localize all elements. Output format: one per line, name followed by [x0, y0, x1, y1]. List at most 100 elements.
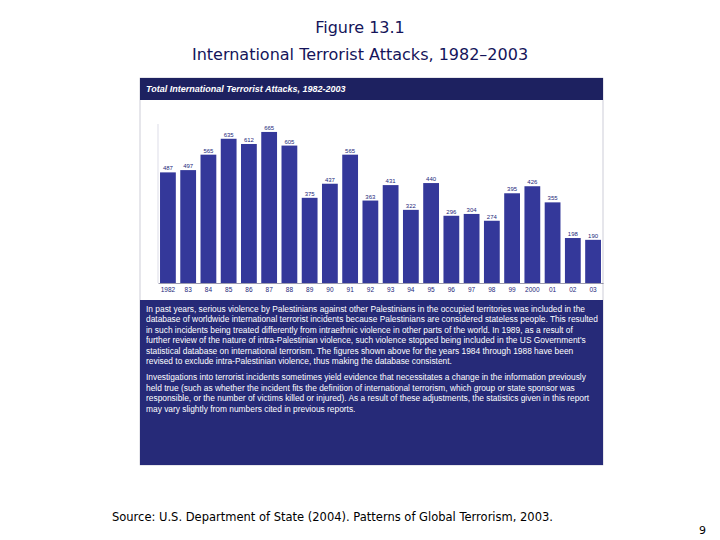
- x-tick-label: 95: [427, 286, 435, 293]
- chart-title: Total International Terrorist Attacks, 1…: [146, 84, 346, 94]
- x-tick-label: 89: [306, 286, 314, 293]
- data-label: 355: [548, 195, 559, 201]
- x-tick: 03: [589, 283, 597, 293]
- x-axis: 1982 83 84 85 86 87 88 89 90 91 92 93 94 95 96 97 98 99 20…: [159, 283, 604, 293]
- x-tick: 83: [185, 283, 193, 293]
- data-label: 375: [305, 191, 316, 197]
- x-tick: 88: [286, 283, 294, 293]
- x-tick: 96: [448, 283, 456, 293]
- x-tick-label: 99: [508, 286, 516, 293]
- bar: [302, 198, 318, 283]
- x-tick-label: 01: [549, 286, 557, 293]
- x-tick: 94: [407, 283, 415, 293]
- x-tick-label: 91: [347, 286, 355, 293]
- data-label: 665: [264, 125, 275, 131]
- x-tick: 86: [245, 283, 253, 293]
- bar: [261, 132, 277, 283]
- bar: [545, 202, 561, 283]
- x-tick-label: 83: [185, 286, 193, 293]
- x-tick: 97: [468, 283, 476, 293]
- data-label: 565: [203, 148, 214, 154]
- header-band: [140, 78, 603, 100]
- data-label: 363: [365, 194, 376, 200]
- bar: [241, 144, 257, 283]
- bar: [322, 184, 338, 283]
- bar: [362, 201, 378, 283]
- x-tick-label: 02: [569, 286, 577, 293]
- panel-background: [140, 78, 603, 465]
- x-tick: 93: [387, 283, 395, 293]
- bar: [504, 193, 520, 283]
- value-range-line: [158, 124, 159, 283]
- x-tick-label: 88: [286, 286, 294, 293]
- bar: [524, 186, 540, 283]
- bar: [443, 216, 459, 283]
- x-tick: 84: [205, 283, 213, 293]
- bar: [423, 183, 439, 283]
- x-tick: 89: [306, 283, 314, 293]
- data-label: 437: [325, 177, 336, 183]
- x-tick-label: 03: [589, 286, 597, 293]
- bar: [281, 146, 297, 283]
- data-label: 635: [224, 132, 235, 138]
- x-tick-label: 2000: [525, 286, 540, 293]
- heading: International Terrorist Attacks, 1982–20…: [192, 45, 528, 64]
- bar: [464, 214, 480, 283]
- x-tick-label: 94: [407, 286, 415, 293]
- bars: [160, 132, 601, 283]
- figure-label: Figure 13.1: [315, 18, 405, 37]
- data-label: 426: [527, 179, 538, 185]
- x-tick: 01: [549, 283, 557, 293]
- data-label: 565: [345, 148, 356, 154]
- bar: [484, 221, 500, 283]
- data-label: 487: [163, 165, 174, 171]
- bar: [585, 240, 601, 283]
- source: Source: U.S. Department of State (2004).…: [112, 510, 553, 524]
- bar: [160, 172, 176, 283]
- data-label: 431: [386, 178, 397, 184]
- x-tick-label: 97: [468, 286, 476, 293]
- notes: In past years, serious violence by Pales…: [146, 304, 598, 462]
- x-tick: 87: [266, 283, 274, 293]
- x-tick-label: 85: [225, 286, 233, 293]
- page-number: 9: [699, 524, 706, 537]
- x-tick-label: 98: [488, 286, 496, 293]
- data-label: 395: [507, 186, 518, 192]
- x-tick: 90: [326, 283, 334, 293]
- x-tick: 92: [367, 283, 375, 293]
- data-label: 612: [244, 137, 255, 143]
- x-tick-label: 93: [387, 286, 395, 293]
- x-axis-line: [159, 283, 604, 284]
- data-label: 296: [446, 209, 457, 215]
- bar: [201, 155, 217, 283]
- data-label: 304: [467, 207, 478, 213]
- x-tick: 1982: [161, 283, 176, 293]
- x-tick: 99: [508, 283, 516, 293]
- x-tick: 91: [347, 283, 355, 293]
- x-tick: 02: [569, 283, 577, 293]
- x-tick: 85: [225, 283, 233, 293]
- bar: [403, 210, 419, 283]
- x-tick: 95: [427, 283, 435, 293]
- data-labels: 4874975656356126656053754375653634313224…: [163, 125, 599, 239]
- data-label: 605: [284, 139, 295, 145]
- bar: [180, 170, 196, 283]
- x-tick-label: 84: [205, 286, 213, 293]
- data-label: 190: [588, 233, 599, 239]
- x-tick: 98: [488, 283, 496, 293]
- x-tick-label: 96: [448, 286, 456, 293]
- x-tick: 2000: [525, 283, 540, 293]
- bar: [383, 185, 399, 283]
- data-label: 440: [426, 176, 437, 182]
- notes-box: [140, 300, 603, 465]
- x-tick-label: 1982: [161, 286, 176, 293]
- bar: [342, 155, 358, 283]
- bar: [565, 238, 581, 283]
- x-tick-label: 92: [367, 286, 375, 293]
- slide: Figure 13.1 International Terrorist Attac…: [0, 0, 720, 540]
- x-tick-label: 90: [326, 286, 334, 293]
- note: In past years, serious violence by Pales…: [146, 304, 598, 366]
- data-label: 198: [568, 231, 579, 237]
- x-tick-label: 87: [266, 286, 274, 293]
- data-label: 497: [183, 163, 194, 169]
